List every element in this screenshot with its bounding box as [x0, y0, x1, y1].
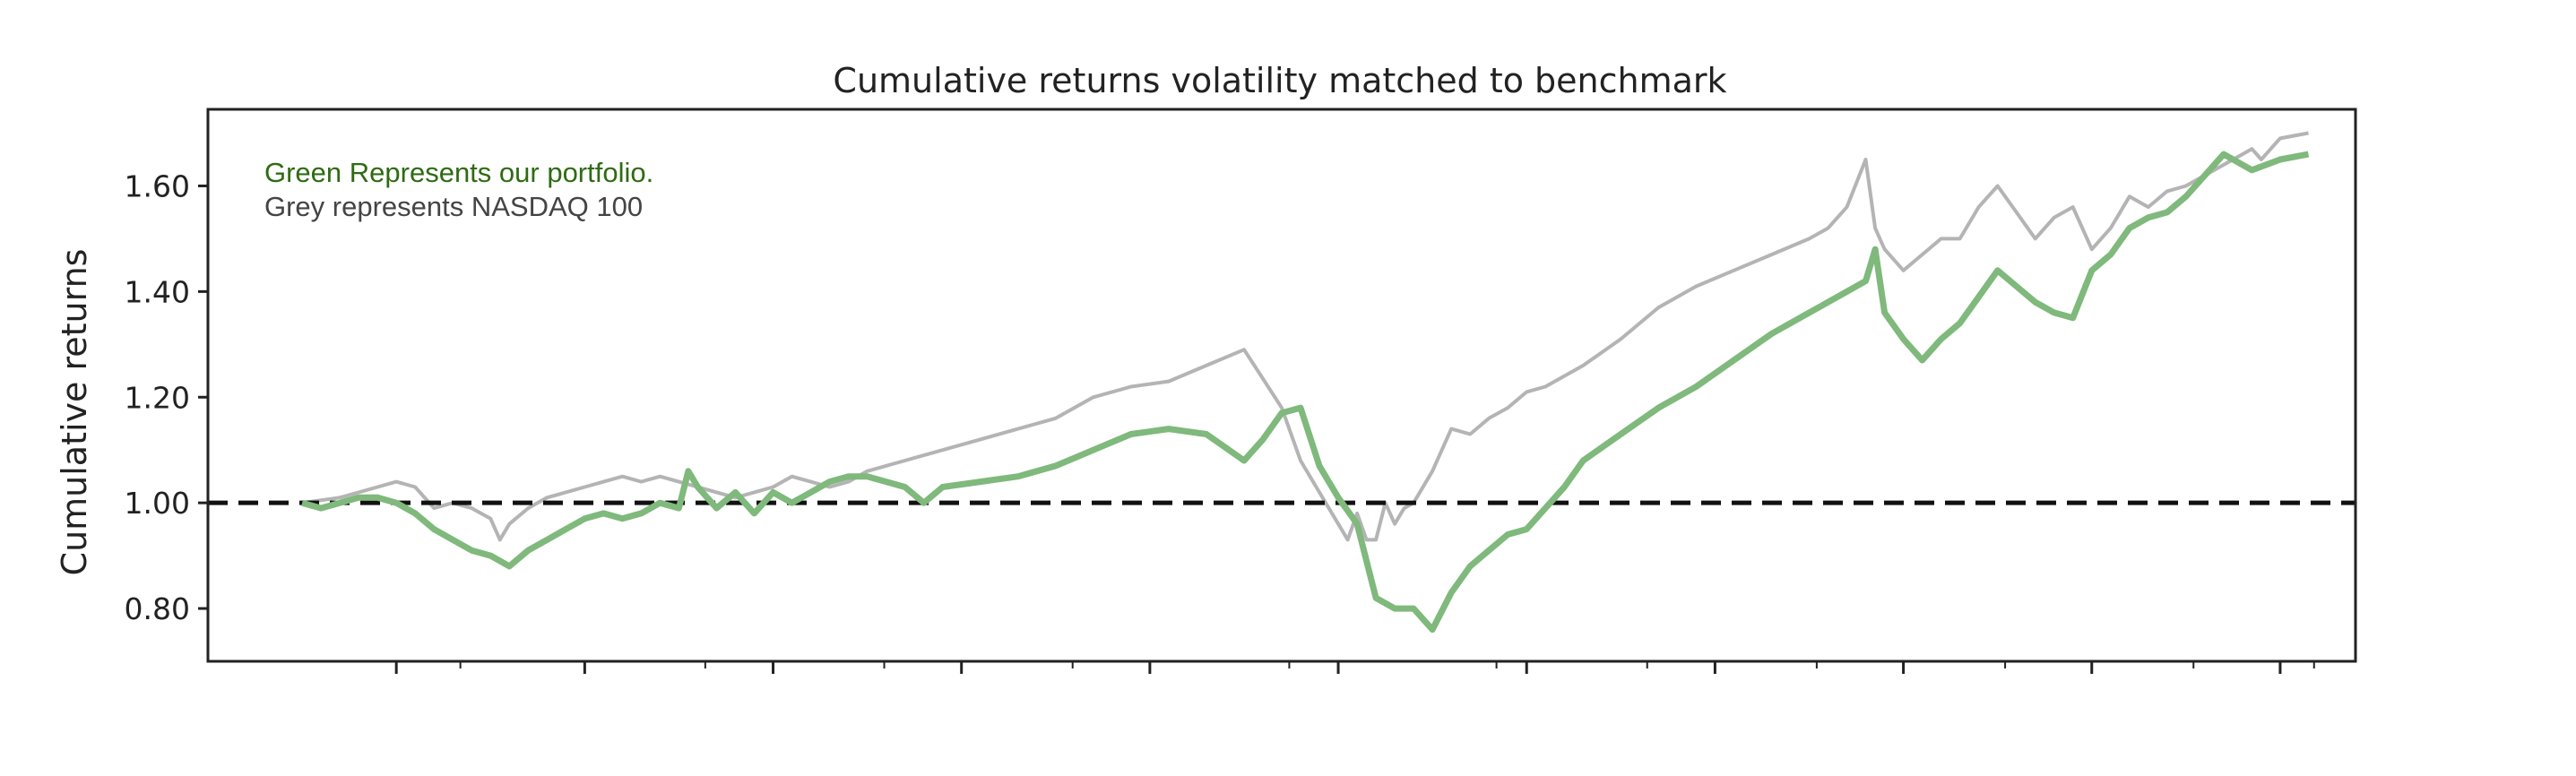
y-tick-label: 1.60	[125, 168, 190, 203]
legend-note-benchmark: Grey represents NASDAQ 100	[264, 191, 643, 222]
y-tick-label: 1.20	[125, 380, 190, 415]
x-axis	[394, 661, 2315, 674]
y-tick-label: 1.40	[125, 274, 190, 309]
plot-frame	[206, 108, 2357, 663]
series-portfolio-line	[301, 151, 2310, 634]
y-tick-label: 1.00	[125, 486, 190, 521]
legend-note-portfolio: Green Represents our portfolio.	[264, 157, 653, 188]
y-tick-label: 0.80	[125, 591, 190, 626]
plot-series	[208, 131, 2356, 634]
chart-title: Cumulative returns volatility matched to…	[833, 61, 1726, 100]
y-axis-label: Cumulative returns	[55, 249, 94, 576]
y-axis: 0.80 1.00 1.20 1.40 1.60	[125, 168, 208, 626]
series-benchmark-line	[301, 131, 2309, 542]
